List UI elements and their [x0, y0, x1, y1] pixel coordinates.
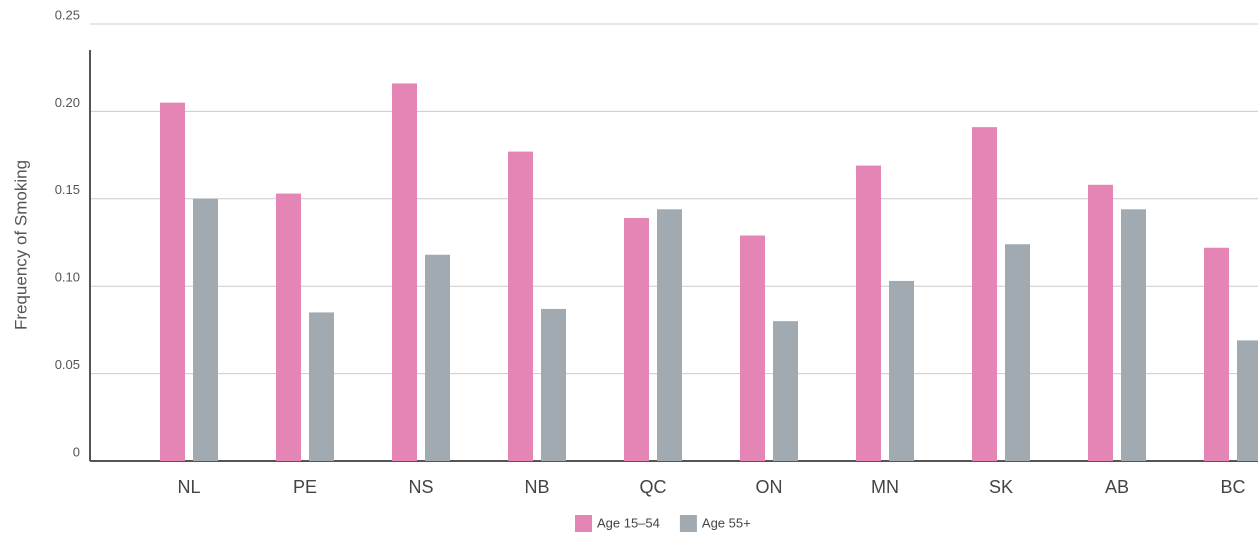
x-tick-label: AB — [1105, 477, 1129, 497]
bar — [160, 102, 185, 461]
y-tick-label: 0 — [73, 444, 80, 459]
bar — [541, 308, 566, 461]
bar — [624, 218, 649, 461]
y-tick-label: 0.15 — [55, 182, 80, 197]
bar — [1204, 247, 1229, 461]
bar — [773, 321, 798, 461]
bar — [972, 127, 997, 461]
x-tick-label: MN — [871, 477, 899, 497]
x-tick-label: BC — [1220, 477, 1245, 497]
x-tick-label: QC — [640, 477, 667, 497]
y-tick-label: 0.05 — [55, 357, 80, 372]
y-tick-label: 0.25 — [55, 7, 80, 22]
x-tick-label: ON — [756, 477, 783, 497]
legend-label: Age 15–54 — [597, 515, 660, 530]
x-tick-label: NS — [408, 477, 433, 497]
legend-swatch — [679, 515, 697, 532]
bar — [657, 209, 682, 461]
bar — [508, 151, 533, 461]
bar — [425, 254, 450, 461]
x-tick-label: SK — [989, 477, 1013, 497]
bar — [1121, 209, 1146, 461]
x-tick-label: NB — [524, 477, 549, 497]
bar — [1237, 340, 1258, 461]
x-tick-label: PE — [293, 477, 317, 497]
bar — [1005, 244, 1030, 461]
bar — [193, 198, 218, 462]
legend-swatch — [575, 515, 592, 532]
bar — [276, 193, 301, 461]
y-axis-label: Frequency of Smoking — [11, 160, 30, 330]
y-tick-label: 0.10 — [55, 270, 80, 285]
bar — [1088, 184, 1113, 462]
bar — [856, 165, 881, 461]
bar — [740, 235, 765, 461]
y-tick-label: 0.20 — [55, 95, 80, 110]
bar — [309, 312, 334, 461]
bar — [392, 83, 417, 461]
legend-label: Age 55+ — [702, 515, 751, 530]
bar — [889, 280, 914, 461]
x-tick-label: NL — [177, 477, 200, 497]
